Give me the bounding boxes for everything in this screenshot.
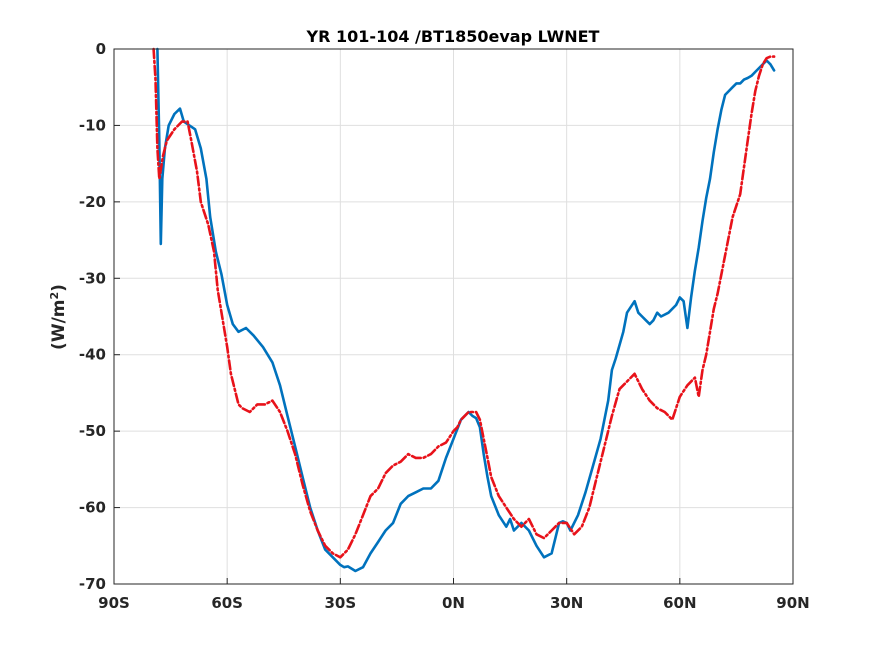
series-line-2 bbox=[152, 47, 776, 559]
x-tick-label: 30N bbox=[550, 594, 583, 612]
y-tick-label: -50 bbox=[79, 422, 106, 440]
x-tick-label: 60N bbox=[663, 594, 696, 612]
series-line-1 bbox=[156, 47, 776, 573]
x-tick-label: 90S bbox=[98, 594, 130, 612]
y-tick-label: -20 bbox=[79, 193, 106, 211]
x-tick-label: 60S bbox=[211, 594, 243, 612]
y-axis-label-sup: 2 bbox=[48, 292, 61, 300]
x-tick-label: 0N bbox=[442, 594, 465, 612]
y-tick-label: 0 bbox=[96, 40, 106, 58]
y-axis-label: (W/m2) bbox=[48, 284, 70, 350]
y-tick-label: -10 bbox=[79, 116, 106, 134]
y-tick-label: -40 bbox=[79, 346, 106, 364]
chart-title: YR 101-104 /BT1850evap LWNET bbox=[306, 27, 600, 46]
x-tick-label: 90N bbox=[776, 594, 809, 612]
series-layer bbox=[152, 47, 776, 573]
y-tick-label: -60 bbox=[79, 499, 106, 517]
axis-ticks: 90S 60S 30S 0N 30N 60N 90N 0 -10 -20 -30 -40 -50 -60 -… bbox=[79, 40, 810, 612]
y-tick-label: -70 bbox=[79, 575, 106, 593]
x-tick-label: 30S bbox=[324, 594, 356, 612]
y-axis-label-text: (W/m bbox=[49, 299, 69, 349]
y-tick-label: -30 bbox=[79, 269, 106, 287]
y-axis-label-close: ) bbox=[49, 284, 69, 292]
